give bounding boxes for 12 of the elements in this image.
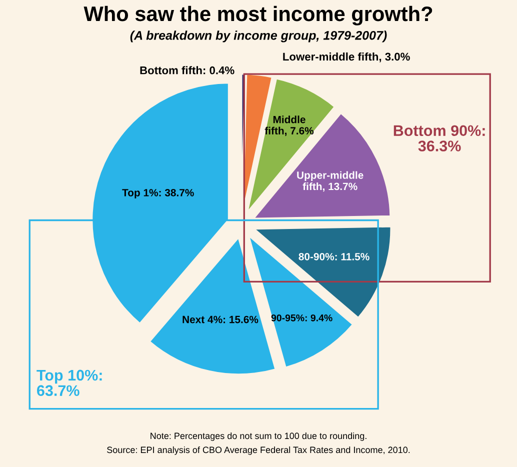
- slice-label: Upper-middle fifth, 13.7%: [297, 171, 364, 192]
- chart-title: Who saw the most income growth?: [84, 6, 432, 26]
- slice-label: Next 4%: 15.6%: [182, 316, 258, 324]
- source-note: Source: EPI analysis of CBO Average Federal Tax Rates and Income, 2010.: [107, 446, 410, 455]
- chart-subtitle: (A breakdown by income group, 1979-2007): [130, 30, 387, 42]
- slice-label: Bottom fifth: 0.4%: [140, 66, 234, 74]
- text: Note: Percentages do not sum to 100 due to rounding.: [150, 432, 366, 441]
- slice-label: Top 1%: 38.7%: [122, 188, 194, 198]
- text: Top 10%: 63.7%: [36, 370, 102, 396]
- slice-label: 80-90%: 11.5%: [298, 252, 370, 260]
- slice-label: Lower-middle fifth, 3.0%: [283, 52, 410, 62]
- text: Bottom 90%: 36.3%: [394, 125, 485, 152]
